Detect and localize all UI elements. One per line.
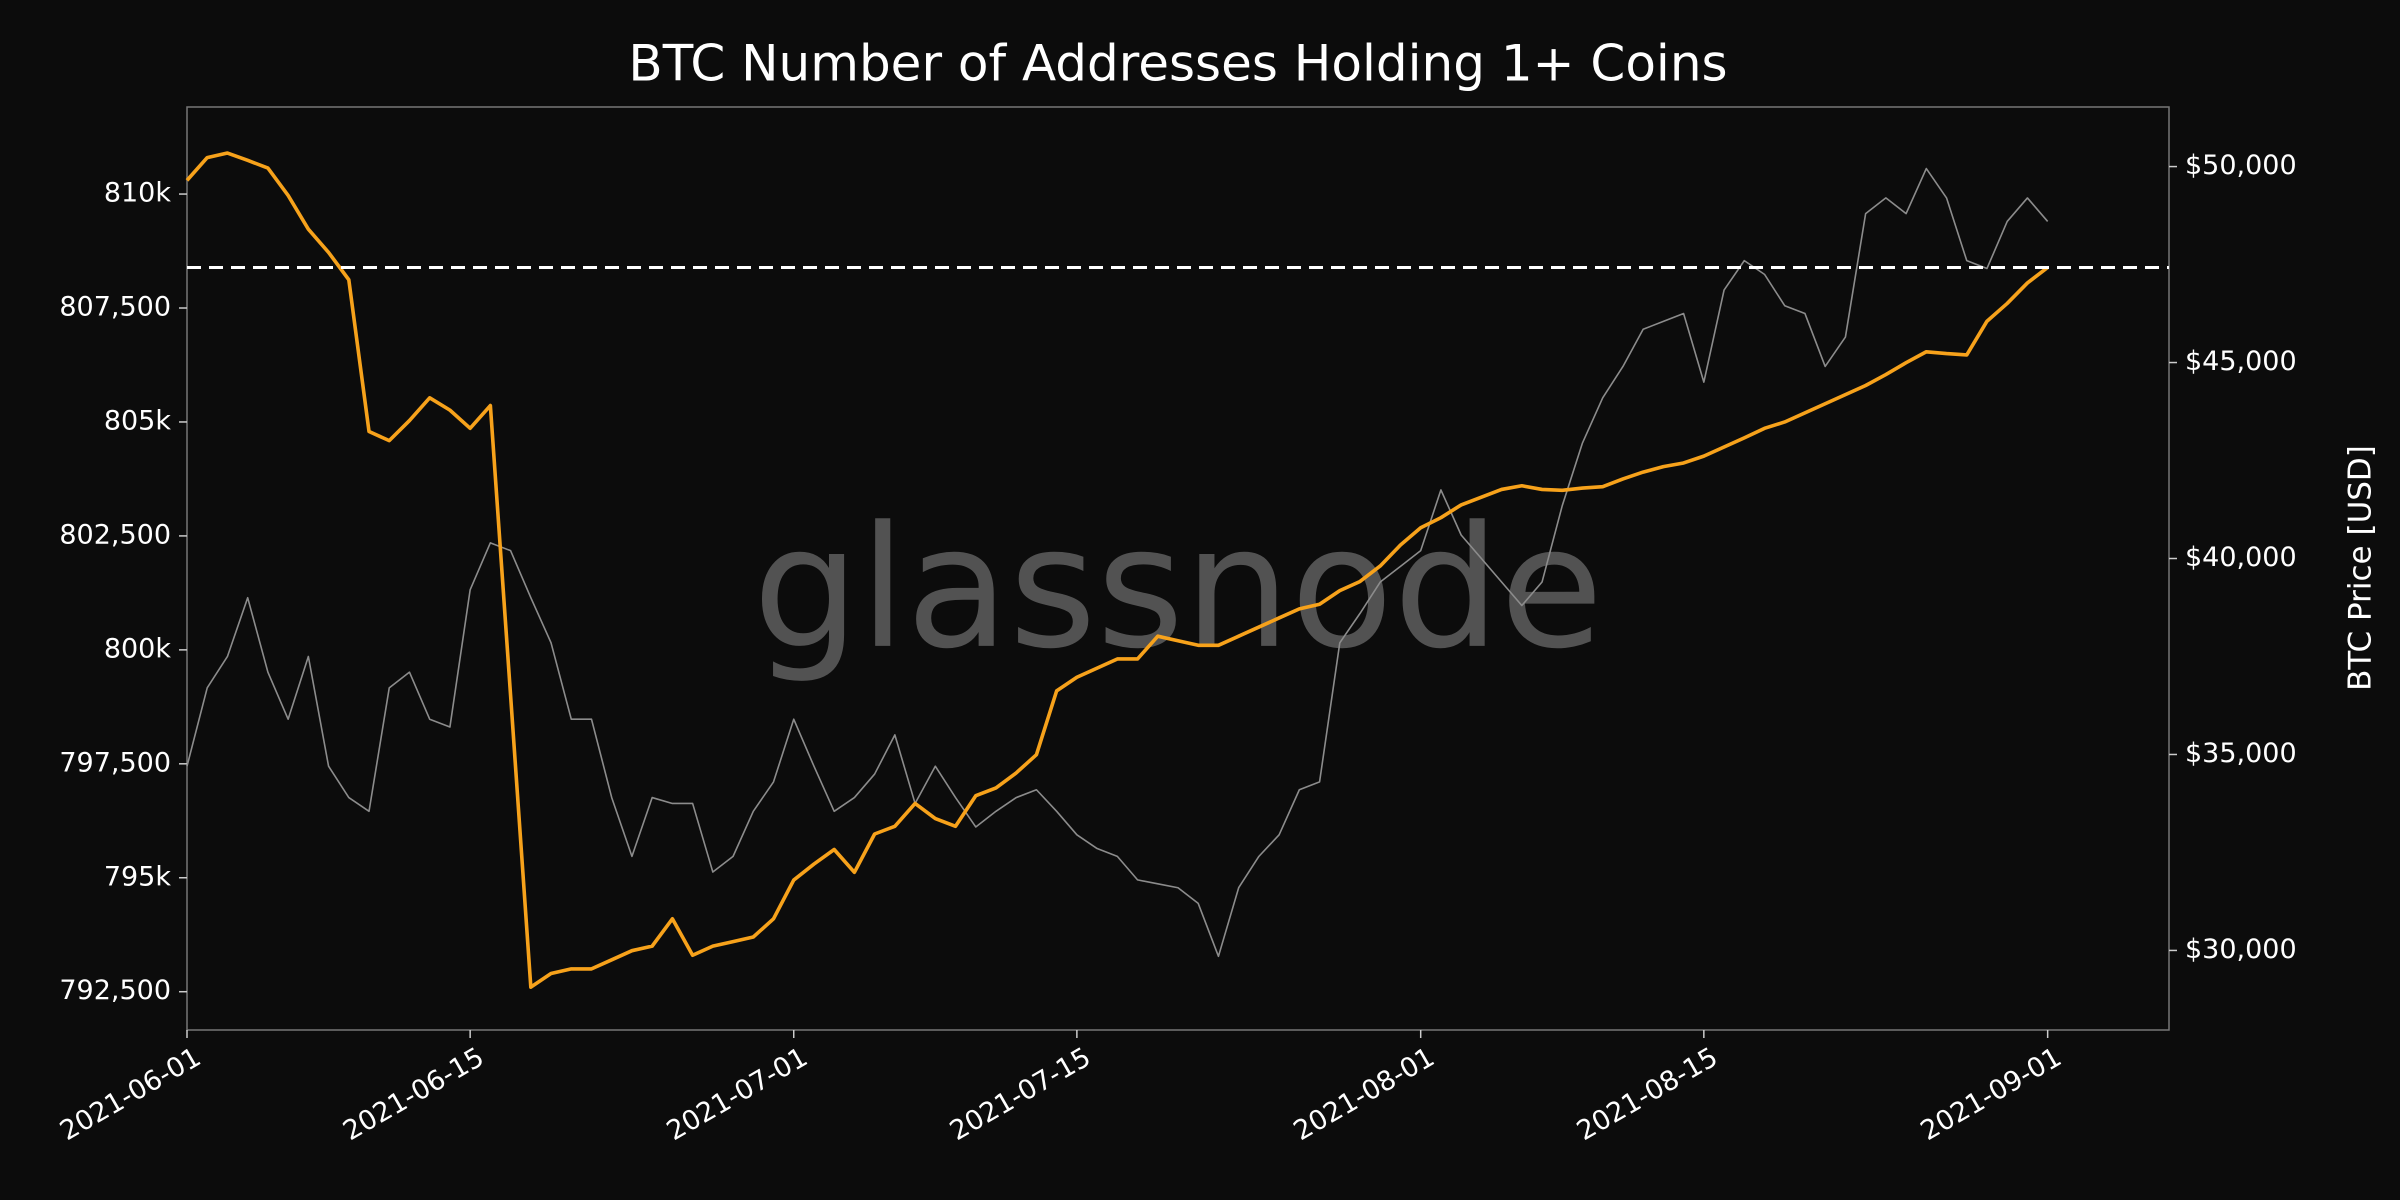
y2-tick-label: $45,000: [2185, 346, 2297, 377]
y2-tick-label: $40,000: [2185, 542, 2297, 573]
y-tick-label: 802,500: [59, 519, 171, 550]
y-tick-label: 800k: [104, 633, 172, 664]
watermark: glassnode: [753, 490, 1604, 686]
y-tick-label: 792,500: [59, 975, 171, 1006]
y2-tick-label: $30,000: [2185, 934, 2297, 965]
y2-axis-label: BTC Price [USD]: [2343, 445, 2379, 691]
series-line: [185, 151, 2049, 989]
y-tick-label: 807,500: [59, 292, 171, 323]
plot-frame: [186, 106, 2170, 1031]
y-tick-label: 810k: [104, 178, 172, 209]
chart-title: BTC Number of Addresses Holding 1+ Coins: [628, 35, 1727, 93]
y-tick-label: 797,500: [59, 747, 171, 778]
y2-tick-label: $50,000: [2185, 150, 2297, 181]
series-line: [186, 167, 2049, 958]
y2-tick-label: $35,000: [2185, 738, 2297, 769]
y-tick-label: 795k: [104, 861, 172, 892]
y-tick-label: 805k: [104, 405, 172, 436]
